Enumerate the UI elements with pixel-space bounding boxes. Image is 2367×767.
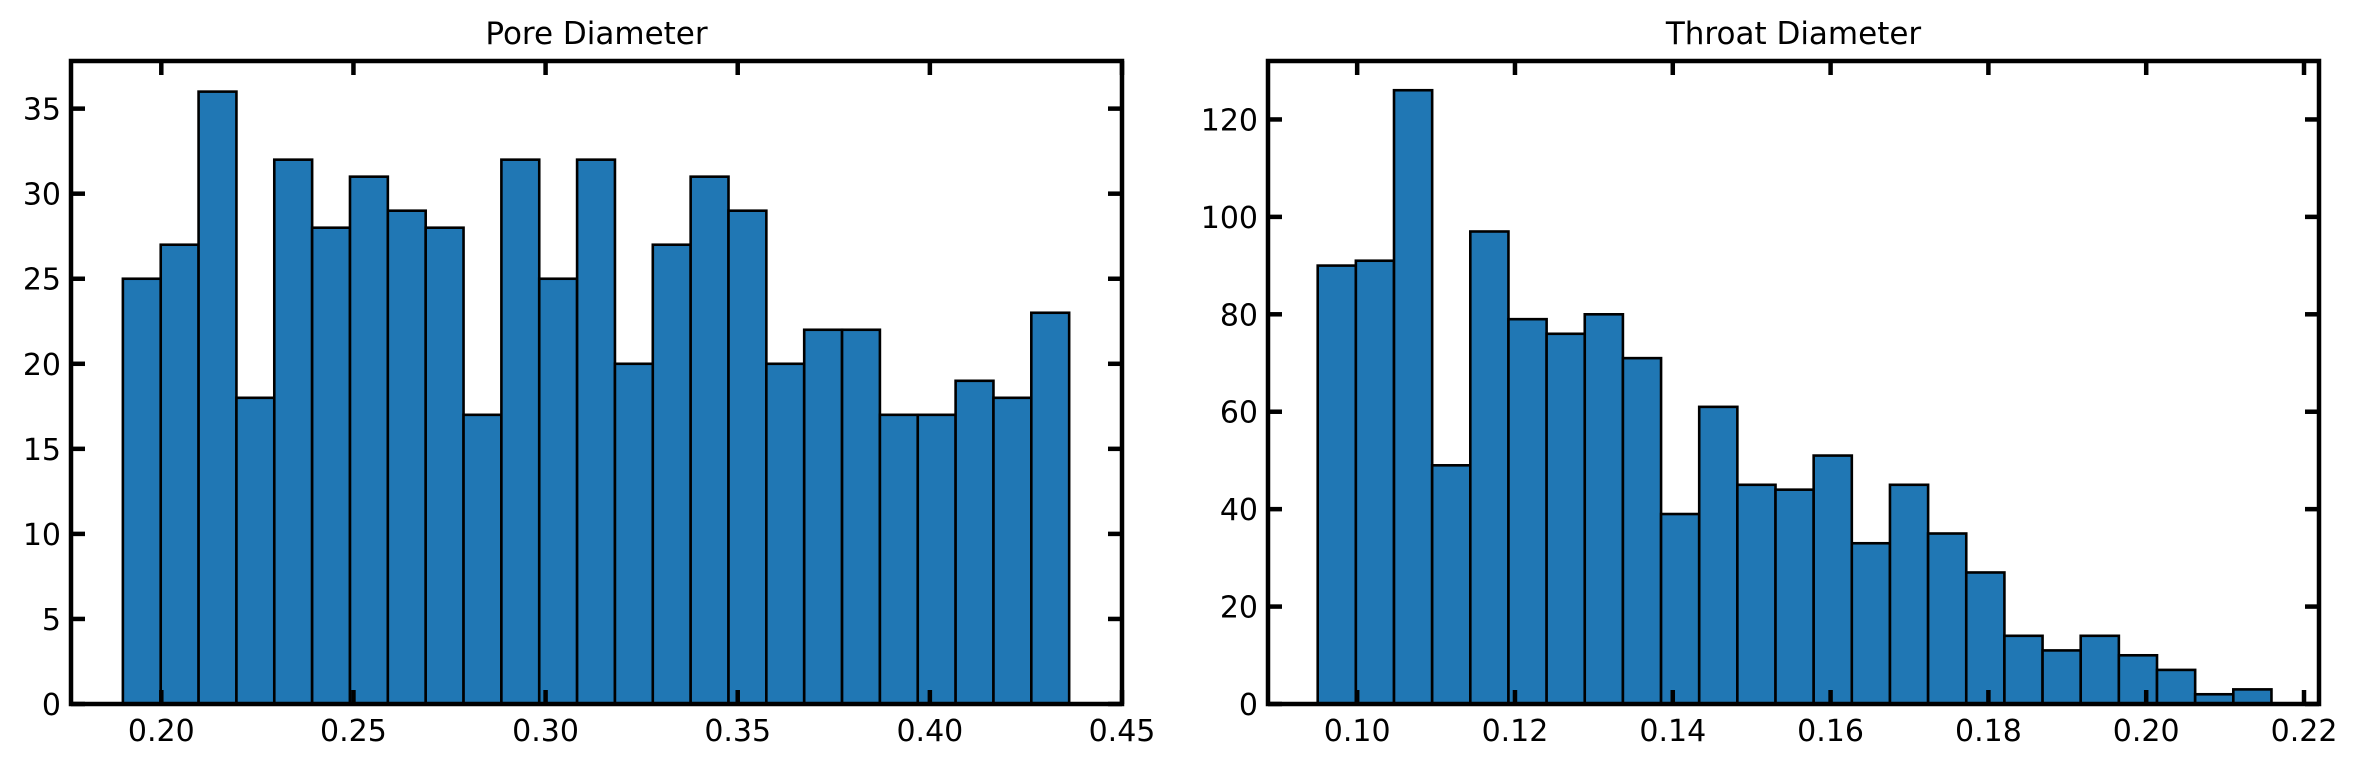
throat-diameter-x-tick-label: 0.20 [2113, 714, 2180, 749]
throat-diameter-y-tick-label: 20 [1220, 591, 1258, 626]
pore-diameter-panel: Pore Diameter 0.20 0.25 0.30 0.35 0.40 0.45 0 5 1… [23, 16, 1156, 749]
pore-diameter-y-tick-label: 35 [23, 93, 61, 128]
throat-diameter-bar [1888, 483, 1930, 706]
pore-diameter-y-tick-label: 25 [23, 263, 61, 298]
throat-diameter-x-tick-label: 0.14 [1639, 714, 1706, 749]
pore-diameter-x-tick-label: 0.35 [704, 714, 771, 749]
throat-diameter-bar [1697, 405, 1739, 706]
pore-diameter-title: Pore Diameter [485, 16, 708, 52]
pore-diameter-y-tick-label: 0 [42, 688, 61, 723]
throat-diameter-bar [2041, 649, 2083, 706]
pore-diameter-y-tick-label: 5 [42, 603, 61, 638]
pore-diameter-bar [500, 158, 541, 706]
throat-diameter-x-tick-label: 0.22 [2271, 714, 2338, 749]
pore-diameter-bar [992, 396, 1033, 706]
pore-diameter-bar [462, 413, 503, 706]
pore-diameter-bar [651, 243, 692, 706]
throat-diameter-bar [1507, 317, 1548, 706]
throat-diameter-bar [2155, 668, 2197, 706]
throat-diameter-axes-frame [1265, 58, 2322, 707]
pore-diameter-y-tick-label: 20 [23, 348, 61, 383]
pore-diameter-bar [348, 175, 390, 706]
pore-diameter-bar [272, 158, 314, 706]
throat-diameter-bar [1774, 488, 1815, 706]
pore-diameter-x-tick-label: 0.25 [320, 714, 387, 749]
throat-diameter-bar [1430, 464, 1472, 706]
throat-diameter-bar [1545, 332, 1587, 706]
throat-diameter-x-tick-label: 0.16 [1797, 714, 1864, 749]
pore-diameter-bar [878, 413, 920, 706]
pore-diameter-x-tick-label: 0.40 [896, 714, 963, 749]
pore-diameter-axes-frame [68, 58, 1125, 707]
throat-diameter-bar [1316, 264, 1358, 706]
pore-diameter-bar [310, 226, 352, 706]
throat-diameter-bar [1736, 483, 1777, 706]
pore-diameter-y-tick-label: 30 [23, 178, 61, 213]
throat-diameter-y-tick-label: 80 [1220, 298, 1258, 333]
throat-diameter-bar [2003, 634, 2044, 706]
throat-diameter-bar [1659, 512, 1701, 706]
throat-diameter-y-tick-label: 60 [1220, 396, 1258, 431]
pore-diameter-bar [121, 277, 163, 706]
throat-diameter-bar [2117, 653, 2159, 706]
throat-diameter-y-tick-label: 100 [1201, 201, 1258, 236]
pore-diameter-bar [386, 209, 427, 706]
throat-diameter-bar [1583, 313, 1625, 706]
pore-diameter-x-tick-label: 0.30 [512, 714, 579, 749]
throat-diameter-y-tick-label: 120 [1201, 103, 1258, 138]
pore-diameter-bar [197, 90, 238, 706]
pore-diameter-y-tick-label: 10 [23, 518, 61, 553]
pore-diameter-bar [575, 158, 617, 706]
pore-diameter-bar [613, 362, 655, 706]
throat-diameter-bar [1392, 88, 1434, 706]
pore-diameter-bar [916, 413, 957, 706]
pore-diameter-bar [159, 243, 200, 706]
throat-diameter-bar [1850, 541, 1892, 706]
pore-diameter-bar [954, 379, 995, 706]
throat-diameter-bar [1964, 571, 2006, 706]
throat-diameter-bar [1469, 230, 1510, 706]
pore-diameter-bar [802, 328, 844, 706]
throat-diameter-bar [2079, 634, 2121, 706]
throat-diameter-x-tick-label: 0.18 [1955, 714, 2022, 749]
throat-diameter-bar [1812, 454, 1854, 706]
pore-diameter-bar [765, 362, 806, 706]
pore-diameter-bar [689, 175, 730, 706]
pore-diameter-bar [235, 396, 276, 706]
pore-diameter-x-tick-label: 0.45 [1089, 714, 1156, 749]
throat-diameter-x-tick-label: 0.12 [1482, 714, 1549, 749]
pore-diameter-bar [840, 328, 882, 706]
throat-diameter-title: Throat Diameter [1665, 16, 1922, 52]
pore-diameter-x-tick-label: 0.20 [128, 714, 195, 749]
pore-diameter-bar [1030, 311, 1071, 706]
pore-diameter-y-tick-label: 15 [23, 433, 61, 468]
throat-diameter-y-tick-label: 40 [1220, 493, 1258, 528]
throat-diameter-bar [1354, 259, 1396, 706]
throat-diameter-bar [1621, 356, 1663, 706]
throat-diameter-panel: Throat Diameter 0.10 0.12 0.14 0.16 0.18 0.20 0… [1201, 16, 2338, 749]
pore-diameter-bar [537, 277, 579, 706]
throat-diameter-bar [1926, 532, 1968, 706]
pore-diameter-bar [727, 209, 768, 706]
pore-diameter-bar [424, 226, 465, 706]
throat-diameter-y-tick-label: 0 [1239, 688, 1258, 723]
throat-diameter-x-tick-label: 0.10 [1324, 714, 1391, 749]
